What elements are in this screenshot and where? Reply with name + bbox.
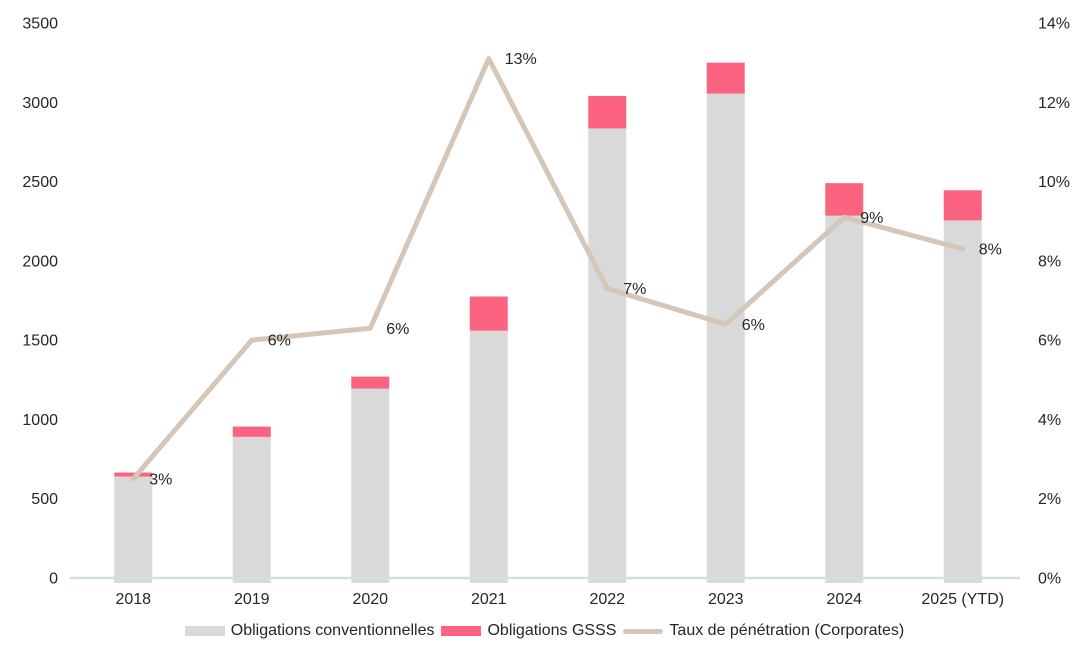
bar-obligations-conventionnelles[interactable] bbox=[114, 476, 153, 583]
line-data-label: 6% bbox=[386, 321, 409, 338]
bar-swatch-gsss-icon bbox=[441, 626, 482, 636]
legend-item-obligations-conventionnelles[interactable]: Obligations conventionnelles bbox=[184, 622, 435, 640]
left-axis-tick-label: 3000 bbox=[22, 95, 58, 112]
line-swatch-taux-penetration-icon bbox=[623, 628, 664, 634]
left-axis-tick-label: 2000 bbox=[22, 253, 58, 270]
line-data-label: 6% bbox=[742, 317, 765, 334]
bar-obligations-gsss[interactable] bbox=[232, 426, 271, 437]
bar-obligations-gsss[interactable] bbox=[114, 472, 153, 477]
x-axis-label: 2020 bbox=[352, 591, 388, 608]
bar-obligations-gsss[interactable] bbox=[706, 62, 745, 94]
line-data-label: 7% bbox=[623, 281, 646, 298]
legend-item-taux-penetration[interactable]: Taux de pénétration (Corporates) bbox=[623, 622, 904, 640]
x-axis-label: 2023 bbox=[708, 591, 744, 608]
right-axis-tick-label: 0% bbox=[1038, 571, 1061, 588]
legend-label-conventionnelles: Obligations conventionnelles bbox=[230, 622, 435, 639]
bar-obligations-gsss[interactable] bbox=[588, 95, 627, 129]
left-axis-tick-label: 500 bbox=[31, 491, 58, 508]
bar-obligations-gsss[interactable] bbox=[469, 296, 508, 331]
line-data-label: 13% bbox=[505, 51, 537, 68]
penetration-rate-line[interactable] bbox=[130, 56, 966, 482]
left-axis-tick-label: 1000 bbox=[22, 412, 58, 429]
right-axis-tick-label: 12% bbox=[1038, 95, 1070, 112]
right-axis-tick-label: 14% bbox=[1038, 16, 1070, 33]
x-axis-label: 2018 bbox=[115, 591, 151, 608]
x-axis-label: 2022 bbox=[589, 591, 625, 608]
bar-obligations-conventionnelles[interactable] bbox=[469, 330, 508, 583]
bar-obligations-gsss[interactable] bbox=[351, 376, 390, 389]
right-axis-tick-label: 8% bbox=[1038, 253, 1061, 270]
left-axis-tick-label: 2500 bbox=[22, 174, 58, 191]
bar-obligations-conventionnelles[interactable] bbox=[943, 220, 982, 583]
line-data-label: 9% bbox=[860, 210, 883, 227]
x-axis-label: 2024 bbox=[826, 591, 862, 608]
bar-obligations-gsss[interactable] bbox=[825, 183, 864, 216]
legend-label-gsss: Obligations GSSS bbox=[487, 622, 617, 639]
right-axis-tick-label: 2% bbox=[1038, 491, 1061, 508]
bar-obligations-conventionnelles[interactable] bbox=[825, 215, 864, 583]
bar-swatch-conventionnelles-icon bbox=[184, 626, 225, 636]
left-axis-tick-label: 0 bbox=[49, 571, 58, 588]
right-axis-tick-label: 4% bbox=[1038, 412, 1061, 429]
bar-obligations-conventionnelles[interactable] bbox=[232, 436, 271, 583]
x-axis-label: 2021 bbox=[471, 591, 507, 608]
bar-obligations-conventionnelles[interactable] bbox=[706, 93, 745, 584]
bar-obligations-conventionnelles[interactable] bbox=[351, 388, 390, 583]
legend-label-taux-penetration: Taux de pénétration (Corporates) bbox=[669, 622, 905, 639]
line-data-label: 6% bbox=[268, 333, 291, 350]
left-axis-tick-label: 1500 bbox=[22, 333, 58, 350]
legend: Obligations conventionnelles Obligations… bbox=[0, 622, 1089, 640]
x-axis-label: 2025 (YTD) bbox=[921, 591, 1004, 608]
legend-item-obligations-gsss[interactable]: Obligations GSSS bbox=[441, 622, 616, 640]
x-axis-label: 2019 bbox=[234, 591, 270, 608]
bar-obligations-conventionnelles[interactable] bbox=[588, 128, 627, 583]
left-axis-tick-label: 3500 bbox=[22, 16, 58, 33]
line-data-label: 3% bbox=[149, 471, 172, 488]
right-axis-tick-label: 10% bbox=[1038, 174, 1070, 191]
plot-area: 3500 3000 2500 2000 1500 1000 500 0 14% 12% 10% 8% 6… bbox=[22, 16, 1070, 609]
line-data-label: 8% bbox=[979, 241, 1002, 258]
bar-obligations-gsss[interactable] bbox=[943, 190, 982, 221]
right-axis-tick-label: 6% bbox=[1038, 333, 1061, 350]
